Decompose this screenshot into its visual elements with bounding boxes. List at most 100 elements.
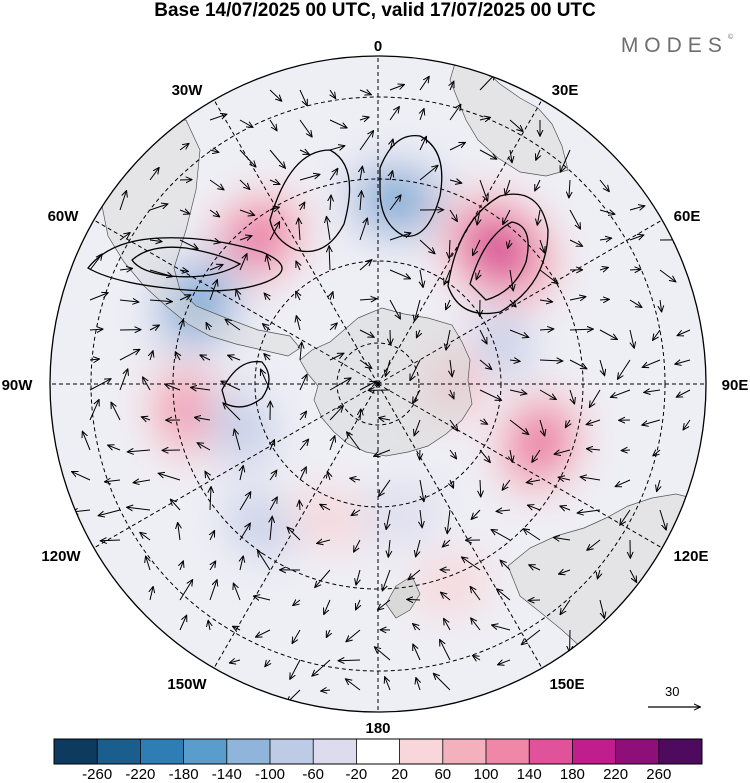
wind-arrow <box>587 420 601 425</box>
colorbar-tick-label: 140 <box>516 766 542 783</box>
wind-arrow <box>644 390 661 392</box>
wind-arrow <box>347 432 361 451</box>
wind-arrow <box>416 678 420 691</box>
wind-arrow <box>420 109 424 121</box>
wind-arrow <box>254 596 271 600</box>
wind-arrow <box>599 599 604 618</box>
anomaly-blob <box>523 423 557 463</box>
wind-arrow <box>415 299 421 321</box>
wind-arrow <box>83 432 91 451</box>
meridian-line <box>377 99 543 385</box>
wind-arrow <box>389 195 401 211</box>
wind-arrow <box>330 89 335 98</box>
wind-arrow <box>599 359 605 375</box>
colorbar-tick-label: -20 <box>345 766 368 783</box>
anomaly-blob <box>481 317 525 370</box>
anomaly-blob <box>237 221 276 258</box>
wind-arrow <box>210 531 214 541</box>
wind-arrow <box>267 255 270 271</box>
wind-arrow <box>360 409 361 421</box>
wind-arrow <box>598 569 601 579</box>
wind-arrow <box>509 119 523 131</box>
colorbar-swatch <box>356 739 400 764</box>
wind-arrow <box>200 355 211 360</box>
wind-arrow <box>329 436 335 451</box>
wind-arrow <box>379 479 391 496</box>
wind-arrow <box>554 538 571 541</box>
colorbar-swatch <box>658 739 703 764</box>
wind-arrow <box>569 359 587 369</box>
wind-arrow <box>496 510 511 511</box>
wind-arrow <box>446 299 450 309</box>
wind-arrow <box>209 580 217 601</box>
meridian-line <box>377 383 663 549</box>
wind-arrow <box>360 167 362 181</box>
wind-arrow <box>470 587 481 601</box>
wind-arrow <box>239 179 250 189</box>
wind-arrow <box>315 569 331 587</box>
wind-arrow <box>462 557 481 571</box>
wind-arrow <box>89 329 103 330</box>
wind-arrow <box>149 240 162 242</box>
colorbar-tick-label: -140 <box>211 766 242 783</box>
wind-arrow <box>449 143 465 151</box>
wind-arrow <box>269 180 280 184</box>
wind-arrow <box>569 179 570 198</box>
colorbar-swatch <box>313 739 357 764</box>
wind-arrow <box>537 209 540 225</box>
wind-arrow <box>660 299 662 312</box>
anomaly-blob <box>217 398 266 458</box>
wind-arrow <box>210 487 211 511</box>
wind-arrow <box>239 209 254 215</box>
wind-arrow <box>317 540 331 543</box>
wind-arrow <box>419 166 438 181</box>
wind-arrow <box>540 239 544 253</box>
colorbar-swatch <box>615 739 660 764</box>
wind-arrow <box>209 150 219 152</box>
colorbar-tick-label: -100 <box>254 766 286 783</box>
wind-arrow <box>178 523 180 541</box>
wind-arrow <box>299 150 309 154</box>
wind-arrow <box>479 420 487 424</box>
wind-arrow <box>330 195 331 211</box>
wind-arrow <box>497 589 511 601</box>
wind-arrow <box>653 329 661 340</box>
wind-arrow <box>329 406 343 421</box>
wind-arrow <box>360 191 362 211</box>
label-lon-120e: 120E <box>673 548 708 565</box>
wind-arrow <box>420 269 423 287</box>
wind-arrow <box>143 377 151 391</box>
wind-arrow <box>359 359 372 368</box>
colorbar-swatch <box>140 739 184 764</box>
wind-arrow <box>119 191 126 211</box>
wind-arrow <box>559 570 571 574</box>
wind-arrow <box>419 137 426 151</box>
wind-arrow <box>560 506 571 510</box>
wind-arrow <box>269 497 277 511</box>
wind-arrow <box>420 479 424 501</box>
wind-arrow <box>473 239 481 255</box>
colorbar-tick-label: 220 <box>603 766 629 783</box>
wind-arrow <box>413 389 421 403</box>
colorbar-swatch <box>97 739 141 764</box>
wind-arrow <box>599 299 609 300</box>
wind-arrow <box>209 280 217 301</box>
wind-arrow <box>209 209 219 217</box>
wind-arrow <box>389 233 411 241</box>
wind-arrow <box>221 381 241 391</box>
wind-arrow <box>296 316 300 331</box>
wind-arrow <box>643 359 661 367</box>
wind-arrow <box>408 569 421 580</box>
meridian-line <box>93 219 379 385</box>
wind-arrow <box>441 593 451 601</box>
wind-arrow <box>599 210 615 214</box>
wind-arrow <box>611 389 631 397</box>
wind-arrow <box>179 239 198 249</box>
colorbar-tick-label: -180 <box>168 766 199 783</box>
wind-arrow <box>293 600 301 605</box>
wind-arrow <box>234 430 241 451</box>
label-lon-30e: 30E <box>552 82 579 99</box>
wind-arrow <box>296 292 300 301</box>
wind-arrow <box>269 222 279 241</box>
label-lon-150w: 150W <box>167 676 207 693</box>
